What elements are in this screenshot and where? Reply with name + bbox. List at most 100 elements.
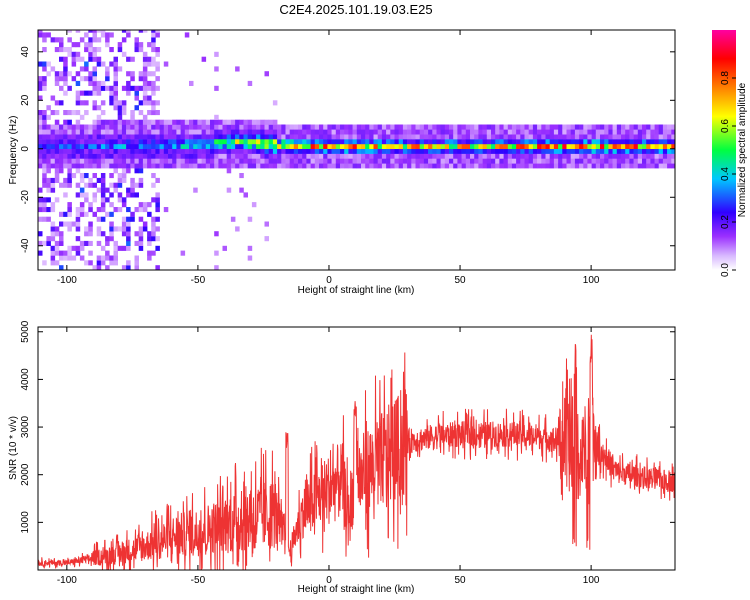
heatmap-cell: [235, 66, 240, 72]
heatmap-cell: [222, 134, 227, 140]
heatmap-cell: [121, 143, 127, 149]
heatmap-cell: [88, 37, 93, 43]
heatmap-cell: [662, 153, 668, 159]
heatmap-cell: [151, 134, 156, 140]
heatmap-cell: [151, 105, 156, 111]
heatmap-cell: [453, 153, 458, 159]
heatmap-cell: [126, 56, 131, 62]
heatmap-cell: [109, 255, 114, 261]
heatmap-cell: [109, 32, 114, 38]
heatmap-cell: [121, 173, 127, 179]
heatmap-cell: [38, 95, 43, 101]
heatmap-cell: [327, 163, 332, 169]
heatmap-cell: [402, 153, 408, 159]
heatmap-cell: [38, 163, 43, 169]
heatmap-cell: [96, 47, 102, 53]
heatmap-cell: [356, 158, 362, 164]
heatmap-cell: [105, 255, 110, 261]
heatmap-cell: [46, 207, 51, 213]
heatmap-cell: [79, 37, 85, 43]
heatmap-cell: [189, 163, 194, 169]
heatmap-cell: [436, 158, 441, 164]
heatmap-cell: [84, 148, 89, 154]
heatmap-cell: [117, 148, 123, 154]
heatmap-cell: [587, 124, 592, 130]
heatmap-cell: [151, 100, 156, 106]
heatmap-cell: [155, 197, 160, 203]
heatmap-cell: [159, 143, 165, 149]
heatmap-cell: [75, 207, 81, 213]
heatmap-cell: [537, 153, 542, 159]
heatmap-cell: [96, 61, 102, 67]
heatmap-cell: [625, 158, 630, 164]
heatmap-cell: [100, 32, 106, 38]
heatmap-cell: [117, 197, 123, 203]
heatmap-cell: [524, 124, 529, 130]
heatmap-cell: [142, 119, 148, 125]
heatmap-cell: [147, 202, 152, 208]
heatmap-cell: [407, 134, 412, 140]
heatmap-cell: [637, 124, 643, 130]
heatmap-cell: [310, 148, 316, 154]
heatmap-cell: [96, 37, 102, 43]
heatmap-cell: [100, 173, 106, 179]
heatmap-cell: [570, 129, 576, 135]
heatmap-cell: [113, 95, 118, 101]
heatmap-cell: [117, 114, 123, 120]
heatmap-cell: [54, 226, 60, 232]
heatmap-cell: [67, 177, 72, 183]
heatmap-cell: [79, 240, 85, 246]
heatmap-cell: [608, 129, 613, 135]
heatmap-cell: [71, 42, 77, 48]
heatmap-cell: [621, 163, 626, 169]
heatmap-cell: [88, 221, 93, 227]
heatmap-cell: [600, 143, 605, 149]
heatmap-cell: [323, 134, 328, 140]
heatmap-cell: [71, 163, 77, 169]
heatmap-cell: [79, 139, 85, 145]
heatmap-cell: [407, 148, 412, 154]
heatmap-cell: [109, 163, 114, 169]
heatmap-cell: [293, 158, 299, 164]
heatmap-cell: [92, 163, 97, 169]
heatmap-cell: [138, 47, 144, 53]
heatmap-cell: [63, 76, 68, 82]
heatmap-cell: [491, 153, 496, 159]
heatmap-cell: [79, 129, 85, 135]
heatmap-cell: [226, 153, 232, 159]
heatmap-cell: [88, 129, 93, 135]
heatmap-cell: [226, 139, 232, 145]
heatmap-cell: [180, 158, 186, 164]
heatmap-cell: [205, 148, 211, 154]
heatmap-cell: [335, 148, 341, 154]
heatmap-cell: [411, 139, 416, 145]
heatmap-cell: [92, 119, 97, 125]
heatmap-cell: [75, 153, 81, 159]
heatmap-cell: [377, 153, 383, 159]
heatmap-cell: [251, 139, 257, 145]
heatmap-cell: [159, 158, 165, 164]
heatmap-cell: [491, 134, 496, 140]
heatmap-cell: [386, 143, 391, 149]
heatmap-cell: [130, 177, 135, 183]
heatmap-cell: [92, 173, 97, 179]
heatmap-cell: [218, 119, 223, 125]
heatmap-cell: [507, 153, 513, 159]
heatmap-cell: [591, 158, 597, 164]
heatmap-cell: [84, 129, 89, 135]
heatmap-cell: [662, 139, 668, 145]
heatmap-cell: [147, 231, 152, 237]
heatmap-cell: [528, 124, 534, 130]
heatmap-cell: [138, 110, 144, 116]
heatmap-cell: [612, 134, 618, 140]
heatmap-cell: [126, 192, 131, 198]
heatmap-cell: [524, 148, 529, 154]
heatmap-cell: [117, 153, 123, 159]
heatmap-cell: [113, 134, 118, 140]
heatmap-cell: [625, 143, 630, 149]
heatmap-cell: [553, 148, 559, 154]
heatmap-cell: [629, 139, 634, 145]
heatmap-cell: [428, 139, 433, 145]
heatmap-cell: [42, 80, 47, 86]
